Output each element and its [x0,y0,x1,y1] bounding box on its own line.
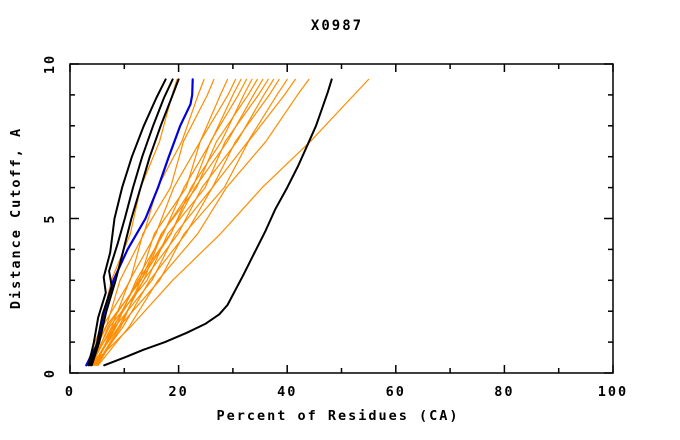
x-tick-label-20: 20 [168,384,188,400]
y-tick-label-5: 5 [42,213,58,223]
series-orange-08 [97,78,253,366]
series-orange-10 [87,78,264,366]
series-orange-03 [88,78,215,366]
x-tick-label-100: 100 [598,384,628,400]
y-tick-label-0: 0 [42,368,58,378]
series-orange-13 [92,78,280,366]
series-orange-16 [97,78,310,366]
series-black-2 [89,78,174,367]
series-orange-11 [89,78,269,366]
x-tick-label-60: 60 [386,384,406,400]
series-black-outlier [103,78,333,367]
series-orange-04 [90,78,229,366]
series-orange-02 [87,78,205,366]
series-orange-09 [86,78,258,366]
series-orange-15 [95,78,296,366]
series-orange-12 [91,78,275,366]
series-black-3 [90,78,180,367]
y-axis-title: Distance Cutoff, A [8,127,24,309]
series-orange-14 [94,78,288,366]
series-orange-05 [92,78,237,366]
y-tick-label-10: 10 [42,54,58,74]
chart-title: X0987 [311,18,363,34]
series-orange-06 [93,78,242,366]
x-tick-label-80: 80 [494,384,514,400]
series-layer [85,78,370,367]
series-black-1 [87,78,167,367]
x-axis-title: Percent of Residues (CA) [216,408,459,424]
series-orange-17 [91,78,370,366]
x-tick-label-0: 0 [65,384,75,400]
axes-layer: 0 20 40 60 80 100 0 5 10 [42,54,628,400]
x-tick-label-40: 40 [277,384,297,400]
